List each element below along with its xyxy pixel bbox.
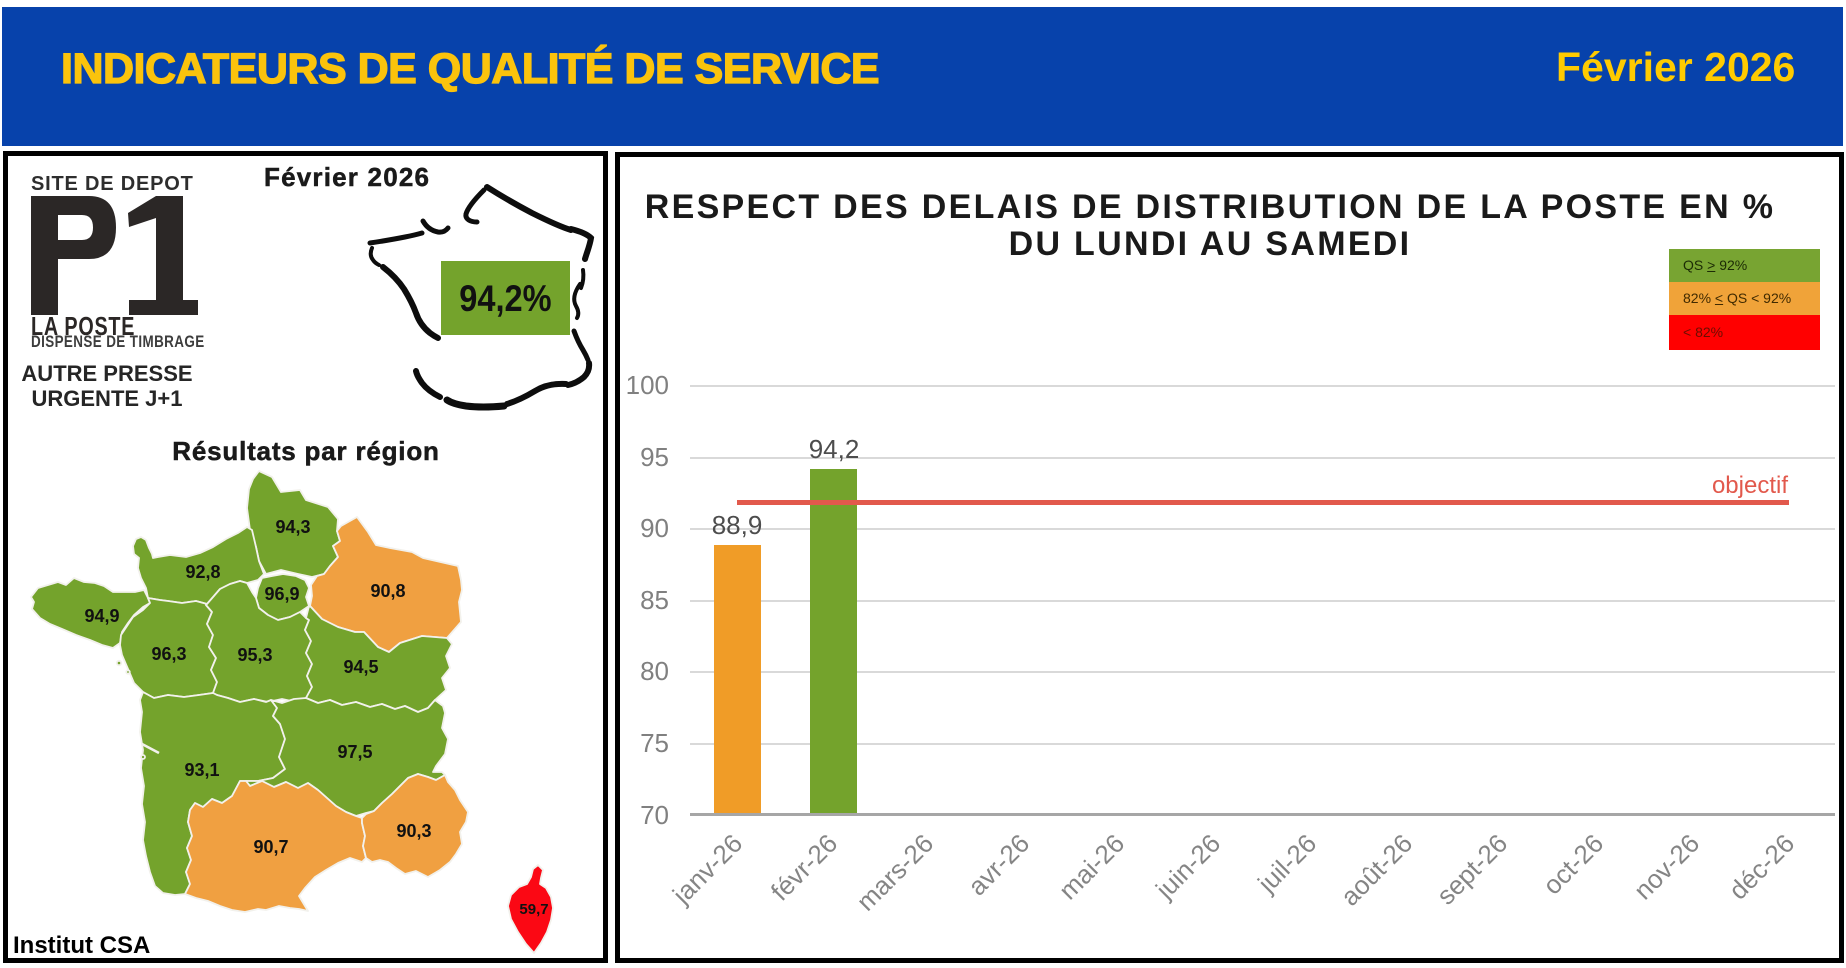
svg-text:59,7: 59,7 [519, 901, 548, 918]
svg-text:93,1: 93,1 [184, 760, 219, 780]
svg-text:95,3: 95,3 [237, 645, 272, 665]
svg-text:90,8: 90,8 [370, 581, 405, 601]
svg-text:90,7: 90,7 [253, 837, 288, 857]
svg-text:96,3: 96,3 [151, 644, 186, 664]
svg-text:96,9: 96,9 [264, 584, 299, 604]
svg-text:94,3: 94,3 [275, 517, 310, 537]
svg-text:92,8: 92,8 [185, 562, 220, 582]
svg-text:94,5: 94,5 [343, 657, 378, 677]
svg-text:90,3: 90,3 [396, 821, 431, 841]
svg-text:97,5: 97,5 [337, 742, 372, 762]
svg-text:94,9: 94,9 [84, 606, 119, 626]
